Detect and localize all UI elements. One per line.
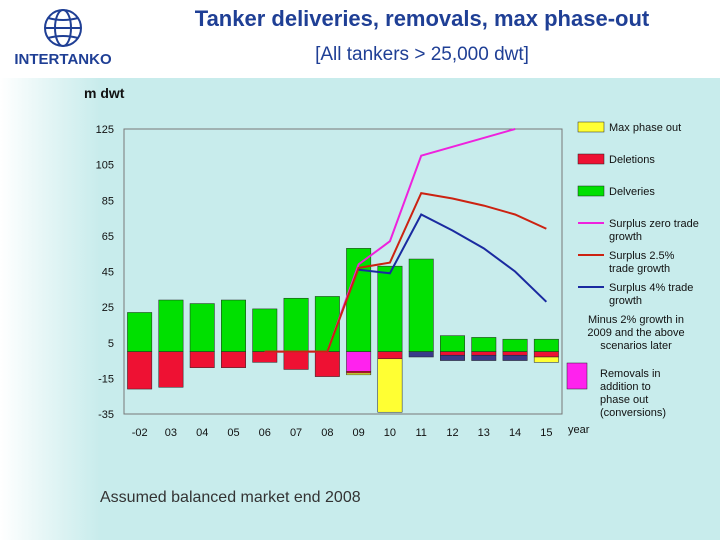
- bar-deliveries-13: [471, 337, 497, 352]
- bar-max-phase-out-10: [377, 358, 403, 413]
- y-tick-label: -15: [98, 373, 114, 385]
- y-tick-label: 45: [102, 267, 114, 279]
- bar-deletions-06: [252, 351, 278, 363]
- bar-deletions-14: [502, 351, 528, 356]
- bar-minus-2-14: [502, 354, 528, 361]
- legend-item-removals-in-addition-label: Removals in addition to phase out (conversi…: [600, 368, 666, 419]
- x-tick-label: 15: [540, 427, 552, 439]
- x-axis-label: year: [568, 424, 590, 436]
- legend-item-deletions-label: Deletions: [609, 154, 655, 166]
- bar-deletions-03: [158, 351, 184, 388]
- legend-item-surplus-zero-label: Surplus zero trade growth: [609, 218, 699, 243]
- bar-max-phase-out-15: [533, 356, 559, 363]
- bars-layer: [127, 248, 559, 413]
- legend-item-max-phase-out-label: Max phase out: [609, 122, 681, 134]
- bar-deliveries-04: [189, 303, 215, 352]
- x-tick-label: 08: [321, 427, 333, 439]
- x-tick-label: 05: [227, 427, 239, 439]
- header-bar: INTERTANKO Tanker deliveries, removals, …: [0, 0, 720, 78]
- legend-item-removals-in-addition-swatch: [566, 362, 588, 390]
- bar-deletions-07: [283, 351, 309, 370]
- x-tick-label: 14: [509, 427, 521, 439]
- bar-minus-2-12: [440, 354, 465, 361]
- legend: Max phase out Deletions Delveries Surplus z…: [566, 121, 699, 419]
- bar-deliveries-08: [314, 296, 340, 352]
- bar-deliveries-05: [221, 299, 246, 352]
- plot-area: [123, 128, 563, 415]
- page-title: Tanker deliveries, removals, max phase-o…: [194, 6, 650, 31]
- bar-deliveries-11: [408, 258, 434, 352]
- x-tick-label: 07: [290, 427, 302, 439]
- bar-deletions--02: [127, 351, 153, 390]
- bar-deletions-04: [189, 351, 215, 368]
- bar-deliveries-07: [283, 297, 309, 352]
- bar-minus-2-11: [408, 351, 434, 358]
- x-tick-label: 13: [478, 427, 490, 439]
- y-tick-label: 105: [96, 160, 114, 172]
- bar-deliveries--02: [127, 312, 153, 352]
- ticks-layer: 125 105 85 65 45 25 5 -15 -35 -02 03 04 05 06 07 08 09 10…: [96, 124, 553, 439]
- page-subtitle: [All tankers > 25,000 dwt]: [315, 44, 529, 65]
- legend-item-minus-2-label: Minus 2% growth in 2009 and the above scen…: [587, 314, 684, 352]
- left-gradient-strip: [0, 78, 100, 540]
- bar-deliveries-10: [377, 265, 403, 352]
- x-tick-label: 12: [446, 427, 458, 439]
- x-tick-label: 09: [353, 427, 365, 439]
- intertanko-logo: INTERTANKO: [14, 9, 112, 68]
- bar-deliveries-12: [440, 335, 465, 352]
- legend-item-deliveries-label: Delveries: [609, 186, 655, 198]
- y-tick-label: 85: [102, 195, 114, 207]
- y-tick-label: 65: [102, 231, 114, 243]
- logo-wordmark: INTERTANKO: [14, 51, 112, 68]
- legend-item-surplus-2-5-label: Surplus 2.5% trade growth: [609, 250, 675, 275]
- bar-deletions-09: [346, 371, 372, 374]
- bar-deliveries-14: [502, 338, 528, 352]
- bar-minus-2-13: [471, 354, 497, 361]
- x-tick-label: -02: [132, 427, 148, 439]
- footnote: Assumed balanced market end 2008: [100, 489, 361, 506]
- x-tick-label: 04: [196, 427, 208, 439]
- bar-deliveries-03: [158, 299, 184, 352]
- y-tick-label: -35: [98, 409, 114, 421]
- line-surplus-2-5: [264, 192, 547, 353]
- bar-deliveries-15: [533, 338, 559, 352]
- bar-deletions-15: [533, 351, 559, 358]
- bar-deliveries-06: [252, 308, 278, 352]
- bar-deletions-08: [314, 351, 340, 377]
- x-tick-label: 10: [384, 427, 396, 439]
- x-tick-label: 11: [416, 427, 427, 439]
- y-tick-label: 25: [102, 302, 114, 314]
- legend-item-deletions-swatch: [577, 153, 605, 165]
- x-tick-label: 03: [165, 427, 177, 439]
- legend-item-deliveries-swatch: [577, 185, 605, 197]
- bar-deletions-12: [440, 351, 465, 356]
- line-surplus-4: [358, 213, 548, 303]
- bar-removals-in-addition-09: [346, 351, 372, 372]
- y-tick-label: 125: [96, 124, 114, 136]
- x-tick-label: 06: [259, 427, 271, 439]
- bar-max-phase-out-09: [346, 372, 372, 376]
- legend-item-max-phase-out-swatch: [577, 121, 605, 133]
- bar-deletions-13: [471, 351, 497, 356]
- globe-icon: [44, 9, 82, 47]
- lines-layer: [264, 128, 548, 353]
- y-tick-label: 5: [108, 338, 114, 350]
- bar-deletions-05: [221, 351, 246, 368]
- legend-item-surplus-4-label: Surplus 4% trade growth: [609, 282, 693, 307]
- bar-deletions-10: [377, 351, 403, 360]
- y-axis-label: m dwt: [84, 85, 125, 101]
